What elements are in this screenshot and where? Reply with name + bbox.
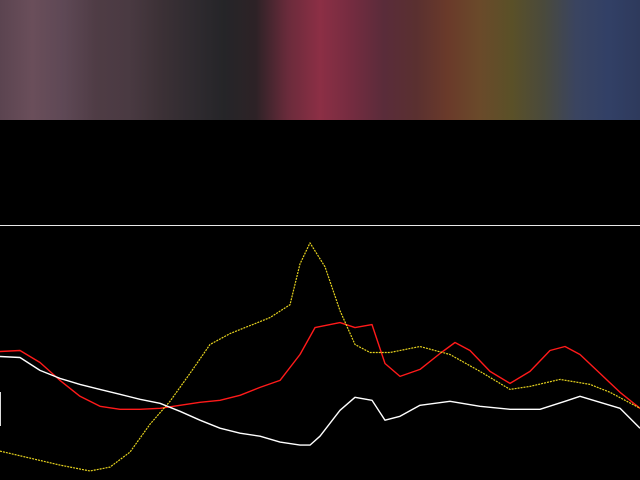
yellow-series-line <box>0 242 640 472</box>
spectrum-strip <box>0 0 640 120</box>
white-series-line <box>0 355 640 446</box>
red-series-line <box>0 321 640 411</box>
divider-line <box>0 225 640 226</box>
line-chart <box>0 242 640 472</box>
series-layer <box>0 242 640 472</box>
empty-panel <box>0 120 640 225</box>
